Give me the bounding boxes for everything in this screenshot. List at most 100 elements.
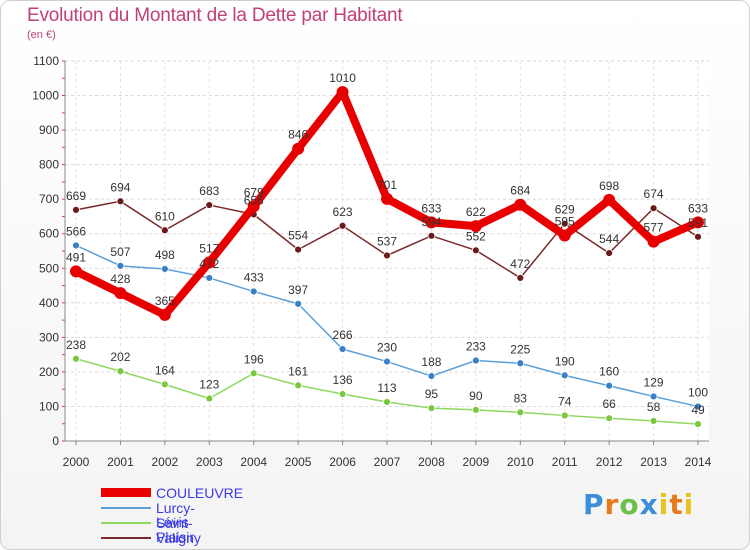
data-label-lurcy-l-vis: 233 [466,340,486,354]
plot-area [65,61,709,441]
legend-label-couleuvre: COULEUVRE [156,485,244,501]
data-label-couleuvre: 679 [244,185,264,199]
data-label-lurcy-l-vis: 190 [555,354,575,368]
x-tick-label: 2001 [107,455,134,469]
data-label-valigny: 683 [199,184,219,198]
data-label-valigny: 623 [333,205,353,219]
data-label-saint-plaisir: 123 [199,378,219,392]
x-tick-label: 2008 [418,455,445,469]
data-point-couleuvre [336,86,349,99]
legend-swatch-saint-plaisir [101,522,151,524]
data-point-lurcy-l-vis [649,392,658,401]
data-label-saint-plaisir: 113 [377,381,396,395]
data-label-lurcy-l-vis: 507 [110,245,130,259]
y-tick-label: 400 [39,296,59,310]
x-tick-label: 2007 [374,455,401,469]
x-tick-label: 2010 [507,455,534,469]
data-point-saint-plaisir [116,367,125,376]
y-tick-label: 0 [52,434,59,448]
y-tick-label: 600 [39,227,59,241]
data-point-valigny [427,231,436,240]
data-label-valigny: 674 [644,187,664,201]
data-label-lurcy-l-vis: 266 [333,328,353,342]
data-point-saint-plaisir [560,411,569,420]
data-label-couleuvre: 633 [688,201,708,215]
legend-label-valigny: Valigny [156,530,201,546]
data-point-lurcy-l-vis [338,345,347,354]
data-label-valigny: 472 [510,257,530,271]
data-point-saint-plaisir [338,390,347,398]
data-point-lurcy-l-vis [605,381,614,390]
data-point-valigny [160,226,169,235]
data-point-saint-plaisir [294,381,303,390]
data-point-lurcy-l-vis [383,357,391,366]
data-label-couleuvre: 365 [155,294,175,308]
proxiti-logo: Proxiti [583,488,695,521]
data-label-couleuvre: 428 [110,272,130,286]
data-label-saint-plaisir: 136 [333,373,353,387]
data-label-lurcy-l-vis: 566 [66,224,86,238]
data-point-couleuvre [469,220,482,233]
data-point-saint-plaisir [160,380,169,389]
data-label-couleuvre: 698 [599,179,619,193]
y-tick-label: 1000 [32,89,59,103]
x-tick-label: 2011 [552,455,578,469]
data-point-couleuvre [603,193,616,206]
x-tick-label: 2000 [63,455,90,469]
legend-label-saint-plaisir: Saint-Plaisir [156,515,195,545]
data-point-couleuvre [158,308,171,321]
data-point-valigny [116,197,125,206]
data-label-lurcy-l-vis: 129 [644,375,664,389]
x-tick-label: 2002 [152,455,179,469]
data-point-couleuvre [558,229,571,242]
data-point-valigny [649,204,658,213]
data-label-saint-plaisir: 90 [469,389,483,403]
data-label-valigny: 594 [421,215,441,229]
data-label-couleuvre: 595 [555,214,575,228]
data-point-couleuvre [692,216,704,229]
data-point-saint-plaisir [516,408,525,417]
data-label-couleuvre: 622 [466,205,486,219]
data-label-couleuvre: 577 [644,221,664,235]
data-label-lurcy-l-vis: 472 [199,257,219,271]
data-label-lurcy-l-vis: 225 [510,342,530,356]
data-label-valigny: 629 [555,203,575,217]
data-label-lurcy-l-vis: 100 [688,385,708,399]
data-point-lurcy-l-vis [205,274,214,282]
data-point-lurcy-l-vis [249,287,258,296]
y-tick-label: 1100 [33,54,59,68]
data-point-couleuvre [381,192,393,205]
data-label-couleuvre: 684 [510,184,530,198]
y-tick-label: 700 [39,192,59,206]
data-label-saint-plaisir: 164 [155,363,175,377]
data-label-lurcy-l-vis: 160 [599,365,619,379]
data-point-couleuvre [247,200,260,213]
chart-unit: (en €) [27,29,56,41]
y-tick-label: 300 [39,330,59,344]
data-point-lurcy-l-vis [160,265,169,273]
data-label-valigny: 552 [466,229,486,243]
data-point-couleuvre [203,256,216,269]
data-label-saint-plaisir: 95 [425,387,439,401]
data-point-lurcy-l-vis [560,371,569,380]
data-point-couleuvre [114,287,127,300]
data-label-lurcy-l-vis: 188 [421,355,441,369]
data-point-couleuvre [70,265,82,278]
data-point-lurcy-l-vis [427,372,436,380]
legend-swatch-valigny [101,537,151,539]
data-label-couleuvre: 846 [288,128,308,142]
x-tick-label: 2013 [640,455,667,469]
data-label-couleuvre: 633 [421,201,441,215]
y-tick-label: 500 [39,261,59,275]
y-tick-label: 800 [39,158,59,172]
data-label-saint-plaisir: 196 [244,352,264,366]
data-label-saint-plaisir: 66 [602,397,616,411]
data-label-saint-plaisir: 74 [558,394,572,408]
data-point-valigny [516,274,525,282]
data-point-saint-plaisir [427,404,436,413]
data-label-lurcy-l-vis: 498 [155,248,175,262]
data-label-saint-plaisir: 58 [647,400,661,414]
x-tick-label: 2003 [196,455,223,469]
